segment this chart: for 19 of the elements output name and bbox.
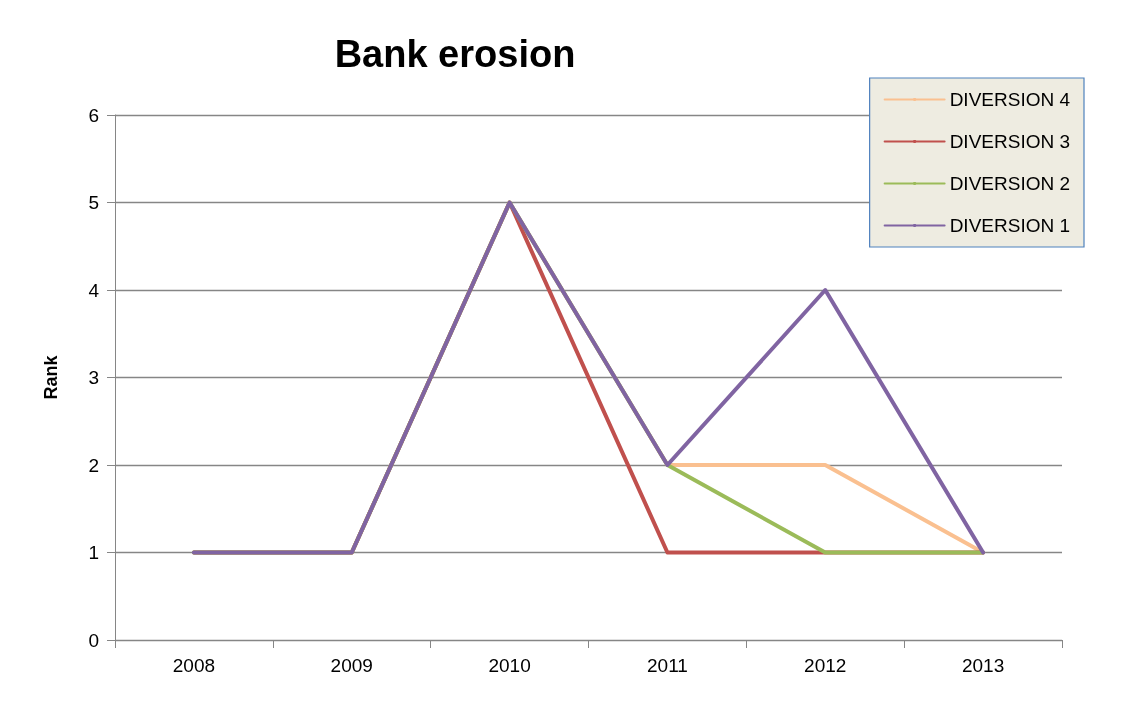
legend-label: DIVERSION 3: [949, 131, 1071, 152]
legend-label: DIVERSION 2: [949, 173, 1071, 194]
y-tick-label: 3: [88, 367, 99, 388]
legend-label: DIVERSION 1: [949, 215, 1071, 236]
x-tick-label: 2013: [961, 655, 1005, 676]
y-tick-label: 2: [88, 454, 99, 476]
x-tick-label: 2012: [804, 655, 847, 676]
x-tick-label: 2008: [172, 655, 216, 676]
y-tick-label: 1: [88, 542, 99, 563]
y-tick-label: 5: [88, 192, 99, 213]
y-axis-title: Rank: [41, 354, 61, 400]
x-tick-label: 2011: [646, 655, 688, 676]
legend-label: DIVERSION 4: [949, 89, 1071, 110]
y-tick-label: 4: [88, 279, 100, 301]
y-tick-label: 0: [88, 629, 99, 651]
x-tick-label: 2009: [330, 655, 373, 676]
chart-title: Bank erosion: [334, 33, 576, 75]
x-tick-label: 2010: [488, 655, 531, 676]
y-tick-label: 6: [88, 104, 99, 126]
